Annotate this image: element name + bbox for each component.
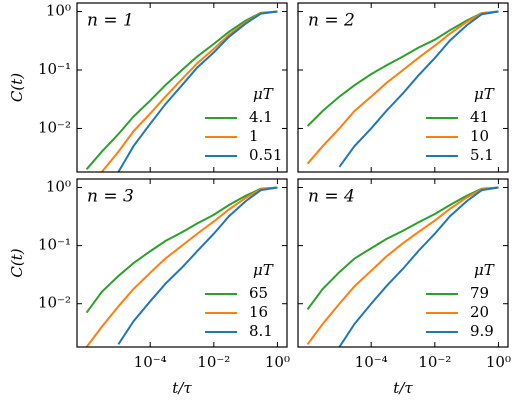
legend-label: 1 bbox=[249, 127, 259, 145]
legend-label: 8.1 bbox=[249, 322, 273, 340]
legend-title: μT bbox=[253, 85, 274, 103]
series-line bbox=[117, 10, 278, 172]
legend-label: 0.51 bbox=[249, 146, 282, 164]
x-tick-label: 10⁰ bbox=[486, 353, 511, 371]
legend-label: 10 bbox=[470, 127, 489, 145]
x-tick-label: 10⁻² bbox=[418, 353, 451, 371]
legend-title: μT bbox=[253, 261, 274, 279]
series-line bbox=[117, 186, 278, 345]
axes-frame bbox=[297, 178, 509, 348]
series-line bbox=[306, 10, 499, 127]
legend-title: μT bbox=[474, 85, 495, 103]
panel: 10⁻² 10⁻¹ 10⁰ n = 1 μT 4.110.51 C(t) bbox=[8, 2, 288, 173]
legend-label: 20 bbox=[470, 303, 489, 321]
legend-label: 41 bbox=[470, 108, 489, 126]
x-axis-label: t/τ bbox=[172, 379, 192, 397]
legend-title: μT bbox=[474, 261, 495, 279]
axes-frame bbox=[76, 178, 288, 348]
plot-area bbox=[306, 10, 499, 168]
x-tick-label: 10⁻⁴ bbox=[355, 353, 388, 371]
legend-label: 79 bbox=[470, 284, 489, 302]
x-tick-label: 10⁰ bbox=[265, 353, 290, 371]
series-line bbox=[338, 10, 499, 168]
y-tick-label: 10⁰ bbox=[46, 177, 71, 195]
y-axis-label: C(t) bbox=[8, 248, 26, 277]
y-axis-label: C(t) bbox=[8, 73, 26, 102]
series-line bbox=[85, 186, 278, 347]
axes-frame bbox=[76, 2, 288, 173]
y-tick-label: 10⁻² bbox=[38, 118, 71, 136]
plot-area bbox=[85, 186, 278, 347]
series-line bbox=[85, 186, 278, 314]
y-tick-label: 10⁰ bbox=[46, 2, 71, 20]
legend-label: 5.1 bbox=[470, 146, 494, 164]
annotation: n = 4 bbox=[308, 187, 355, 207]
y-tick-label: 10⁻¹ bbox=[38, 236, 71, 254]
axes-frame bbox=[297, 2, 509, 173]
series-line bbox=[306, 186, 499, 310]
y-tick-label: 10⁻¹ bbox=[38, 60, 71, 78]
plot-area bbox=[306, 186, 499, 347]
x-tick-label: 10⁻⁴ bbox=[134, 353, 167, 371]
legend-label: 4.1 bbox=[249, 108, 273, 126]
annotation: n = 1 bbox=[87, 11, 134, 31]
series-line bbox=[306, 186, 499, 345]
legend-label: 16 bbox=[249, 303, 268, 321]
series-line bbox=[338, 186, 499, 347]
legend-label: 9.9 bbox=[470, 322, 494, 340]
series-line bbox=[306, 10, 499, 165]
x-tick-label: 10⁻² bbox=[197, 353, 230, 371]
y-tick-label: 10⁻² bbox=[38, 294, 71, 312]
x-axis-label: t/τ bbox=[393, 379, 413, 397]
annotation: n = 3 bbox=[87, 187, 134, 207]
annotation: n = 2 bbox=[308, 11, 355, 31]
series-line bbox=[85, 10, 278, 170]
plot-area bbox=[85, 10, 278, 172]
legend-label: 65 bbox=[249, 284, 268, 302]
